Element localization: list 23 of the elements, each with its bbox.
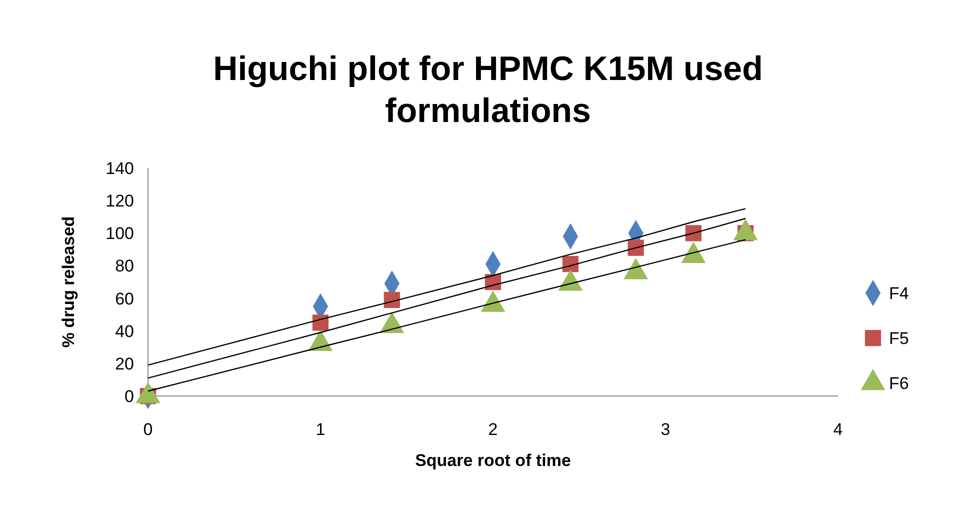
x-tick-label: 1 (316, 420, 326, 439)
point (312, 314, 329, 331)
y-tick-label: 60 (115, 289, 134, 308)
legend-label: F4 (889, 284, 909, 303)
y-tick-label: 100 (106, 224, 134, 244)
legend-label: F6 (889, 374, 909, 393)
y-tick-label: 40 (115, 322, 134, 341)
x-tick-label: 4 (833, 420, 843, 439)
y-tick-label: 20 (115, 354, 134, 374)
point (384, 292, 400, 308)
y-tick-label: 120 (106, 192, 134, 211)
x-tick-label: 2 (488, 420, 498, 439)
y-tick-label: 80 (115, 256, 134, 276)
point (685, 225, 702, 242)
y-axis-title: % drug released (59, 216, 78, 348)
y-tick-label: 0 (124, 387, 134, 406)
y-tick-label: 140 (106, 159, 134, 178)
x-tick-label: 3 (660, 420, 670, 439)
legend-label: F5 (889, 329, 909, 348)
x-tick-label: 0 (143, 420, 153, 439)
x-axis-title: Square root of time (415, 451, 571, 470)
chart-title: Higuchi plot for HPMC K15M used formulations (213, 50, 763, 130)
point (628, 240, 644, 256)
